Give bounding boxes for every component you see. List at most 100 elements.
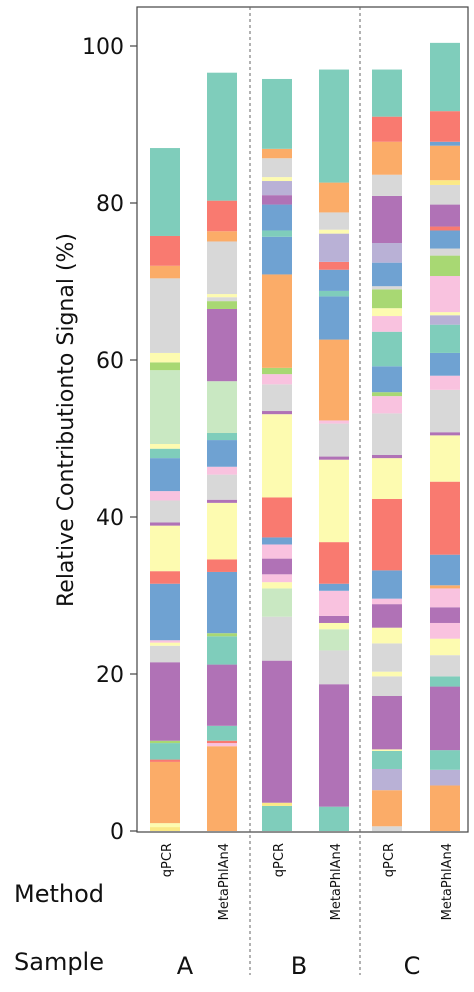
- bar-segment: [207, 664, 237, 726]
- bar-segment: [207, 294, 237, 298]
- bar-segment: [150, 458, 180, 492]
- bar-segment: [372, 790, 402, 827]
- bar-segment: [207, 241, 237, 295]
- sample-label-c: C: [403, 952, 421, 980]
- bar-segment: [150, 278, 180, 353]
- bar-segment: [430, 324, 460, 353]
- bar-segment: [372, 676, 402, 696]
- bar-segment: [430, 785, 460, 831]
- bar-segment: [150, 525, 180, 572]
- bar-segment: [207, 743, 237, 747]
- bar-segment: [319, 296, 349, 340]
- bar-segment: [262, 537, 292, 545]
- bar-segment: [207, 301, 237, 309]
- bar-segment: [372, 308, 402, 317]
- bar-segment: [207, 433, 237, 441]
- bar-A-MetaPhlAn4: [207, 72, 237, 831]
- method-tick-label: qPCR: [272, 843, 287, 877]
- method-row-label: Method: [14, 880, 105, 908]
- bar-segment: [319, 261, 349, 270]
- bar-segment: [372, 174, 402, 196]
- bar-segment: [319, 290, 349, 297]
- bar-segment: [207, 740, 237, 744]
- bar-segment: [430, 230, 460, 249]
- bar-segment: [430, 204, 460, 227]
- bar-segment: [262, 384, 292, 412]
- sample-row-label: Sample: [14, 948, 104, 976]
- bar-segment: [430, 769, 460, 786]
- bar-segment: [372, 749, 402, 751]
- bar-segment: [430, 481, 460, 555]
- bar-segment: [262, 181, 292, 196]
- bar-segment: [372, 392, 402, 397]
- bar-segment: [319, 212, 349, 230]
- bar-segment: [150, 362, 180, 371]
- bar-segment: [319, 420, 349, 424]
- bar-segment: [430, 352, 460, 376]
- bar-segment: [430, 315, 460, 325]
- bar-segment: [430, 184, 460, 205]
- bar-segment: [430, 435, 460, 482]
- bar-segment: [372, 627, 402, 644]
- bar-segment: [262, 411, 292, 415]
- bar-segment: [262, 274, 292, 368]
- y-tick-label: 20: [96, 663, 124, 688]
- bar-segment: [430, 655, 460, 677]
- bar-segment: [319, 456, 349, 460]
- bar-segment: [430, 145, 460, 181]
- bar-segment: [207, 725, 237, 741]
- bar-segment: [207, 200, 237, 232]
- method-tick-label: MetaPhlAn4: [217, 843, 232, 920]
- bar-segment: [262, 497, 292, 538]
- method-tick-label: MetaPhlAn4: [329, 843, 344, 920]
- bar-segment: [430, 607, 460, 623]
- bar-segment: [430, 750, 460, 770]
- bar-segment: [262, 544, 292, 559]
- bar-segment: [430, 312, 460, 316]
- bar-segment: [262, 805, 292, 831]
- bar-segment: [150, 640, 180, 643]
- bar-segment: [319, 629, 349, 651]
- bar-segment: [430, 389, 460, 433]
- bar-segment: [150, 823, 180, 828]
- y-tick-label: 80: [96, 192, 124, 217]
- sample-label-b: B: [290, 952, 308, 980]
- method-tick-label: qPCR: [382, 843, 397, 877]
- bar-segment: [319, 182, 349, 213]
- bar-segment: [150, 827, 180, 831]
- bar-segment: [262, 195, 292, 205]
- bar-segment: [372, 262, 402, 287]
- bar-segment: [150, 522, 180, 526]
- bar-segment: [319, 615, 349, 623]
- bar-segment: [372, 598, 402, 605]
- bar-B-MetaPhlAn4: [319, 69, 349, 831]
- bar-segment: [150, 265, 180, 279]
- bar-segment: [207, 502, 237, 560]
- bar-segment: [150, 583, 180, 641]
- bar-segment: [430, 226, 460, 231]
- bar-segment: [150, 448, 180, 459]
- bar-segment: [150, 759, 180, 762]
- bar-segment: [372, 243, 402, 263]
- bar-segment: [430, 180, 460, 185]
- bar-segment: [372, 570, 402, 599]
- bar-segment: [372, 286, 402, 290]
- bar-segment: [372, 695, 402, 750]
- bar-segment: [150, 370, 180, 444]
- bar-segment: [150, 352, 180, 363]
- bar-segment: [207, 466, 237, 475]
- bar-segment: [262, 802, 292, 806]
- bar-segment: [262, 660, 292, 803]
- bar-segment: [319, 339, 349, 421]
- bar-segment: [319, 806, 349, 831]
- bar-segment: [150, 645, 180, 663]
- bar-segment: [430, 585, 460, 589]
- bar-segment: [319, 583, 349, 591]
- bar-segment: [150, 500, 180, 523]
- bar-segment: [372, 498, 402, 571]
- bar-segment: [372, 768, 402, 791]
- bar-segment: [262, 204, 292, 231]
- bar-segment: [372, 750, 402, 769]
- bar-segment: [319, 542, 349, 584]
